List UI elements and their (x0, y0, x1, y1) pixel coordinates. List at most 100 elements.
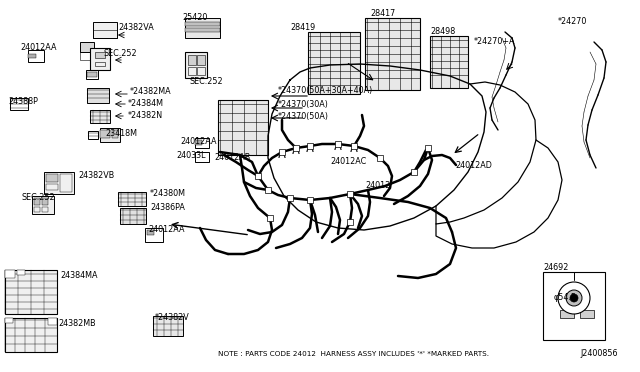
Bar (112, 130, 118, 138)
Text: *24370(30A): *24370(30A) (278, 99, 329, 109)
Text: 24012AA: 24012AA (180, 138, 216, 147)
Bar (100, 130, 110, 138)
Bar (411, 169, 417, 175)
Bar (5, 318, 57, 352)
Bar (195, 140, 202, 145)
Bar (80, 52, 94, 60)
Text: 24382MB: 24382MB (58, 318, 95, 327)
Bar (279, 149, 285, 155)
Bar (87, 72, 97, 77)
Bar (44, 172, 74, 194)
Bar (543, 272, 605, 340)
Bar (46, 174, 58, 182)
Bar (95, 62, 105, 66)
Bar (377, 155, 383, 161)
Bar (86, 70, 98, 79)
Bar (307, 197, 313, 203)
Text: 24033L: 24033L (176, 151, 205, 160)
Text: *24384M: *24384M (128, 99, 164, 108)
Text: *24382N: *24382N (128, 110, 163, 119)
Text: 24012AA: 24012AA (20, 44, 56, 52)
Text: NOTE : PARTS CODE 24012  HARNESS ASSY INCLUDES '*' *MARKED PARTS.: NOTE : PARTS CODE 24012 HARNESS ASSY INC… (218, 351, 489, 357)
Circle shape (566, 290, 582, 306)
Text: *24370(50A+30A+40A): *24370(50A+30A+40A) (278, 87, 373, 96)
Text: 24012AA: 24012AA (148, 225, 184, 234)
Bar (90, 48, 110, 70)
Bar (195, 138, 209, 148)
Bar (425, 145, 431, 151)
Text: 24382VA: 24382VA (118, 22, 154, 32)
Bar (80, 42, 94, 52)
Text: SEC.252: SEC.252 (103, 48, 136, 58)
Bar (5, 318, 13, 323)
Bar (185, 18, 220, 38)
Circle shape (570, 294, 578, 302)
Bar (118, 192, 146, 206)
Text: *24382V: *24382V (155, 314, 189, 323)
Bar (87, 88, 109, 103)
Bar (197, 55, 205, 65)
Bar (267, 215, 273, 221)
Bar (197, 67, 205, 75)
Bar (42, 198, 48, 205)
Bar (188, 55, 196, 65)
Text: 24388P: 24388P (8, 97, 38, 106)
Bar (100, 128, 120, 142)
Text: 24384MA: 24384MA (60, 270, 97, 279)
Text: 24012AD: 24012AD (455, 160, 492, 170)
Bar (185, 28, 220, 32)
Bar (347, 191, 353, 197)
Bar (185, 22, 220, 26)
Text: 24692: 24692 (543, 263, 568, 273)
Text: SEC.252: SEC.252 (190, 77, 223, 87)
Text: 28498: 28498 (430, 28, 455, 36)
Bar (95, 52, 105, 58)
Bar (347, 219, 353, 225)
Text: 24012AB: 24012AB (214, 153, 250, 161)
Text: *24370(50A): *24370(50A) (278, 112, 329, 122)
Circle shape (558, 282, 590, 314)
Text: 24386PA: 24386PA (150, 202, 185, 212)
Text: 25420: 25420 (182, 13, 207, 22)
Bar (308, 32, 360, 94)
Bar (5, 270, 57, 314)
Bar (32, 196, 54, 214)
Text: *24382MA: *24382MA (130, 87, 172, 96)
Bar (153, 316, 183, 336)
Bar (351, 143, 357, 149)
Bar (93, 22, 117, 38)
Bar (34, 198, 40, 205)
Bar (307, 143, 313, 149)
Bar (185, 52, 207, 78)
Bar (265, 187, 271, 193)
Bar (218, 100, 268, 155)
Bar (93, 30, 117, 38)
Bar (560, 310, 574, 318)
Bar (5, 270, 15, 278)
Bar (195, 152, 209, 162)
Text: 28419: 28419 (290, 23, 316, 32)
Bar (48, 318, 57, 325)
Text: 23418M: 23418M (105, 128, 137, 138)
Bar (188, 67, 196, 75)
Text: 24012: 24012 (365, 180, 390, 189)
Bar (88, 131, 98, 139)
Text: 24382VB: 24382VB (78, 170, 115, 180)
Bar (28, 50, 44, 62)
Bar (255, 173, 261, 179)
Bar (430, 36, 468, 88)
Text: *24270+A: *24270+A (474, 38, 515, 46)
Bar (147, 230, 154, 235)
Bar (28, 54, 36, 58)
Bar (17, 270, 25, 275)
Text: 28417: 28417 (370, 10, 396, 19)
Bar (90, 110, 110, 123)
Text: SEC.252: SEC.252 (22, 192, 56, 202)
Bar (34, 207, 40, 212)
Bar (120, 208, 146, 224)
Text: 24012AC: 24012AC (330, 157, 366, 167)
Text: J2400856: J2400856 (580, 350, 618, 359)
Text: φ54.5: φ54.5 (554, 294, 577, 302)
Bar (42, 207, 48, 212)
Bar (365, 18, 420, 90)
